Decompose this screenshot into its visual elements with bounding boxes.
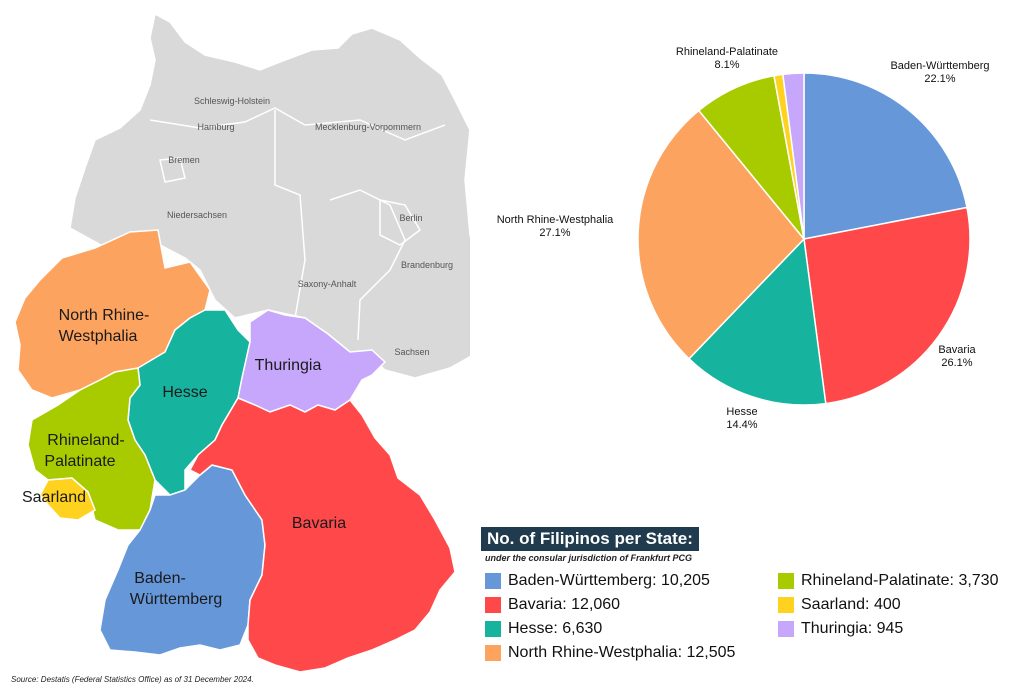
pie-slice-baden-w-rttemberg <box>803 72 968 240</box>
state-saarland <box>39 477 96 521</box>
pie-slice-hesse <box>687 237 827 406</box>
legend-items: Baden-Württemberg: 10,205 Bavaria: 12,06… <box>481 572 1021 662</box>
label-hesse: Hesse <box>162 384 207 401</box>
map-grey-borders <box>149 107 446 341</box>
legend-swatch <box>778 573 794 589</box>
pie-slice-bavaria <box>803 206 971 405</box>
legend-item-bavaria: Bavaria: 12,060 <box>485 596 620 614</box>
legend-swatch <box>778 621 794 637</box>
legend-swatch <box>778 597 794 613</box>
label-hamburg: Hamburg <box>197 122 234 132</box>
legend-item-baden-wurttemberg: Baden-Württemberg: 10,205 <box>485 572 710 590</box>
legend-item-hesse: Hesse: 6,630 <box>485 620 602 638</box>
legend-item-label: Hesse: 6,630 <box>508 620 603 637</box>
label-bremen: Bremen <box>168 155 200 165</box>
pie-label-rhineland-palatinate: Rhineland-Palatinate 8.1% <box>676 46 778 71</box>
label-brandenburg: Brandenburg <box>401 260 453 270</box>
legend-item-rhineland-palatinate: Rhineland-Palatinate: 3,730 <box>778 572 998 590</box>
pie-label-north-rhine-westphalia: North Rhine-Westphalia 27.1% <box>497 214 614 239</box>
pie-slices <box>637 72 971 406</box>
label-thuringia: Thuringia <box>255 357 322 374</box>
legend-item-label: Baden-Württemberg: 10,205 <box>508 572 710 589</box>
legend-item-saarland: Saarland: 400 <box>778 596 901 614</box>
label-sachsen: Sachsen <box>394 347 429 357</box>
legend-item-label: North Rhine-Westphalia: 12,505 <box>508 644 736 661</box>
label-mecklenburg-vorpommern: Mecklenburg-Vorpommern <box>315 122 421 132</box>
label-north-rhine-westphalia: North Rhine-Westphalia <box>59 307 150 345</box>
state-rhineland-palatinate <box>27 367 156 531</box>
label-rhineland-palatinate: Rhineland-Palatinate <box>44 432 124 470</box>
pie-label-bavaria: Bavaria 26.1% <box>938 344 976 369</box>
legend-item-north-rhine-westphalia: North Rhine-Westphalia: 12,505 <box>485 644 735 662</box>
label-schleswig-holstein: Schleswig-Holstein <box>194 96 270 106</box>
legend-swatch <box>485 597 501 613</box>
pie-slice-north-rhine-westphalia <box>637 109 806 360</box>
legend: No. of Filipinos per State: under the co… <box>481 527 998 661</box>
legend-subtitle: under the consular jurisdiction of Frank… <box>485 553 693 563</box>
label-baden-wurttemberg: Baden-Württemberg <box>130 570 222 608</box>
legend-item-label: Bavaria: 12,060 <box>508 596 621 613</box>
pie-label-baden-w-rttemberg: Baden-Württemberg 22.1% <box>890 60 989 85</box>
label-bavaria: Bavaria <box>292 515 346 532</box>
legend-item-label: Thuringia: 945 <box>801 620 904 637</box>
pie-slice-thuringia <box>782 72 805 240</box>
legend-swatch <box>485 573 501 589</box>
source-note: Source: Destatis (Federal Statistics Off… <box>11 675 254 684</box>
pie-labels: Baden-Württemberg 22.1% Bavaria 26.1% Hesse 1… <box>497 46 990 431</box>
label-saxony-anhalt: Saxony-Anhalt <box>298 279 357 289</box>
legend-item-label: Saarland: 400 <box>801 596 901 613</box>
map-grey-region <box>69 12 470 379</box>
legend-swatch <box>485 621 501 637</box>
germany-map: Schleswig-Holstein Hamburg Mecklenburg-V… <box>14 12 470 673</box>
legend-swatch <box>485 645 501 661</box>
grey-state-labels: Schleswig-Holstein Hamburg Mecklenburg-V… <box>167 96 453 357</box>
legend-title: No. of Filipinos per State: <box>481 527 699 551</box>
legend-item-label: Rhineland-Palatinate: 3,730 <box>801 572 999 589</box>
label-niedersachsen: Niedersachsen <box>167 210 227 220</box>
state-bavaria <box>188 397 456 673</box>
legend-item-thuringia: Thuringia: 945 <box>778 620 903 638</box>
label-berlin: Berlin <box>399 213 422 223</box>
label-saarland: Saarland <box>22 489 86 506</box>
pie-label-hesse: Hesse 14.4% <box>726 406 757 431</box>
